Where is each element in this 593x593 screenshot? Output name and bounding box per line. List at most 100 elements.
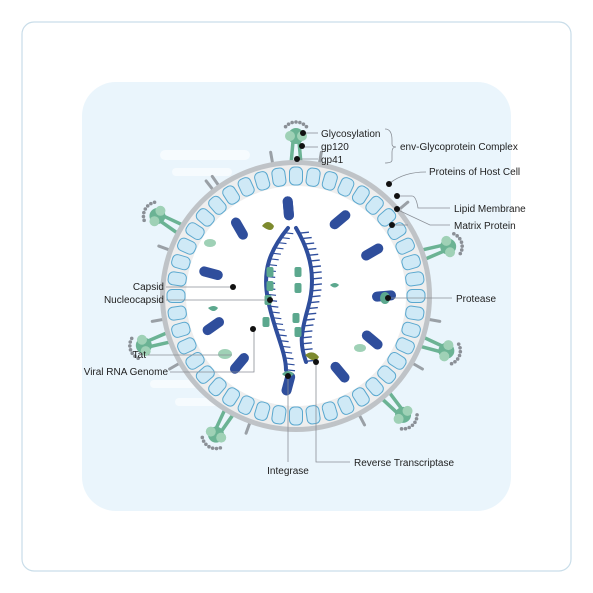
glycosylation-dot: [204, 442, 208, 447]
glycosylation-dot: [456, 342, 461, 346]
capsid-segment: [361, 243, 384, 261]
rna-base: [285, 363, 295, 366]
matrix-protein-bead: [185, 351, 205, 370]
capsid-segment: [202, 317, 225, 336]
matrix-protein-bead: [351, 185, 370, 205]
glycosylation-dot: [210, 446, 215, 450]
glycosylation-dot: [207, 444, 211, 449]
glycosylation-dot: [294, 120, 298, 124]
matrix-protein-bead: [387, 351, 407, 370]
matrix-protein-bead: [237, 395, 255, 415]
rna-base: [271, 252, 281, 255]
nucleocapsid-protein: [266, 281, 274, 291]
rna-base: [311, 283, 322, 286]
rna-base: [280, 236, 290, 240]
gp120-lobe: [205, 426, 216, 437]
matrix-protein-bead: [401, 254, 421, 271]
nucleocapsid-protein: [294, 327, 302, 337]
label-lipid-membrane: Lipid Membrane: [454, 204, 526, 215]
rna-base: [285, 369, 296, 372]
protein-blob: [330, 283, 339, 288]
glycosylation-dot: [415, 413, 419, 417]
rna-base: [281, 345, 291, 348]
matrix-protein-bead: [208, 377, 227, 397]
rna-base: [269, 305, 279, 308]
nucleocapsid-protein: [294, 267, 302, 277]
capsid-segment: [330, 361, 350, 383]
glycosylation-dot: [459, 240, 464, 245]
capsid-segment: [230, 217, 248, 240]
gp120-lobe: [216, 432, 227, 443]
matrix-protein-bead: [365, 195, 384, 215]
gp120-lobe: [285, 131, 295, 141]
glycosylation-dot: [145, 204, 150, 208]
label-glycosylation: Glycosylation: [321, 129, 380, 140]
glycosylation-dot: [290, 120, 294, 125]
glycosylation-dot: [218, 446, 223, 450]
env-spike: [200, 406, 237, 451]
glycosylation-dot: [453, 359, 457, 364]
rna-base: [301, 342, 312, 345]
rna-base: [275, 328, 285, 331]
matrix-protein-bead: [405, 305, 425, 321]
rna-base: [270, 311, 280, 314]
glycosylation-dot: [128, 347, 133, 352]
glycosylation-dot: [283, 124, 288, 129]
glycosylation-dot: [301, 122, 306, 126]
rna-base: [309, 259, 320, 262]
matrix-protein-bead: [167, 271, 187, 287]
glycosylation-dot: [458, 251, 463, 256]
rna-base: [298, 231, 310, 234]
rna-base: [311, 289, 322, 292]
glycosylation-dot: [452, 231, 456, 236]
matrix-protein-bead: [406, 289, 426, 303]
label-gp41: gp41: [321, 155, 344, 166]
label-env-glycoprotein-complex: env-Glycoprotein Complex: [400, 142, 518, 153]
rna-base: [284, 357, 294, 360]
env-spike: [418, 231, 464, 262]
rna-base: [309, 301, 320, 304]
glycosylation-dot: [133, 354, 137, 358]
rna-base: [304, 318, 315, 321]
matrix-protein-bead: [254, 401, 271, 421]
reverse-transcriptase-protein: [305, 352, 319, 361]
glycosylation-dot: [298, 120, 302, 125]
rna-base: [301, 336, 312, 339]
env-spike: [378, 388, 419, 431]
rna-base: [274, 247, 284, 250]
host-protein-peg: [397, 200, 410, 212]
rna-base: [311, 271, 322, 274]
matrix-protein-bead: [321, 401, 338, 421]
glycosylation-dot: [200, 435, 205, 440]
nucleocapsid-protein: [294, 283, 302, 293]
glycosylation-dot: [142, 218, 146, 223]
protein-blob: [354, 344, 366, 352]
label-integrase: Integrase: [267, 466, 309, 477]
glycosylation-dot: [128, 340, 133, 344]
env-spike: [128, 330, 174, 361]
rna-base: [272, 317, 282, 320]
glycosylation-dot: [460, 244, 464, 248]
rna-base: [311, 277, 323, 280]
matrix-protein-bead: [289, 166, 303, 186]
matrix-protein-bead: [195, 365, 215, 384]
rna-base: [277, 241, 287, 245]
capsid-segment: [282, 196, 294, 221]
protein-blob: [204, 239, 216, 247]
label-matrix-protein: Matrix Protein: [454, 221, 516, 232]
matrix-protein-bead: [171, 321, 191, 338]
protein-blob: [208, 306, 218, 311]
matrix-protein-bead: [377, 365, 397, 384]
matrix-protein-bead: [166, 289, 186, 303]
glycosylation-dot: [149, 201, 153, 206]
rna-base: [306, 247, 317, 251]
glycosylation-dot: [128, 344, 132, 348]
glycosylation-dot: [399, 427, 404, 431]
pointer-dots: [230, 130, 400, 379]
glycosylation-dot: [286, 122, 291, 126]
gp120-lobe: [441, 235, 452, 246]
glycosylation-dot: [143, 207, 148, 211]
matrix-protein-bead: [271, 167, 287, 187]
rna-base: [269, 258, 279, 261]
